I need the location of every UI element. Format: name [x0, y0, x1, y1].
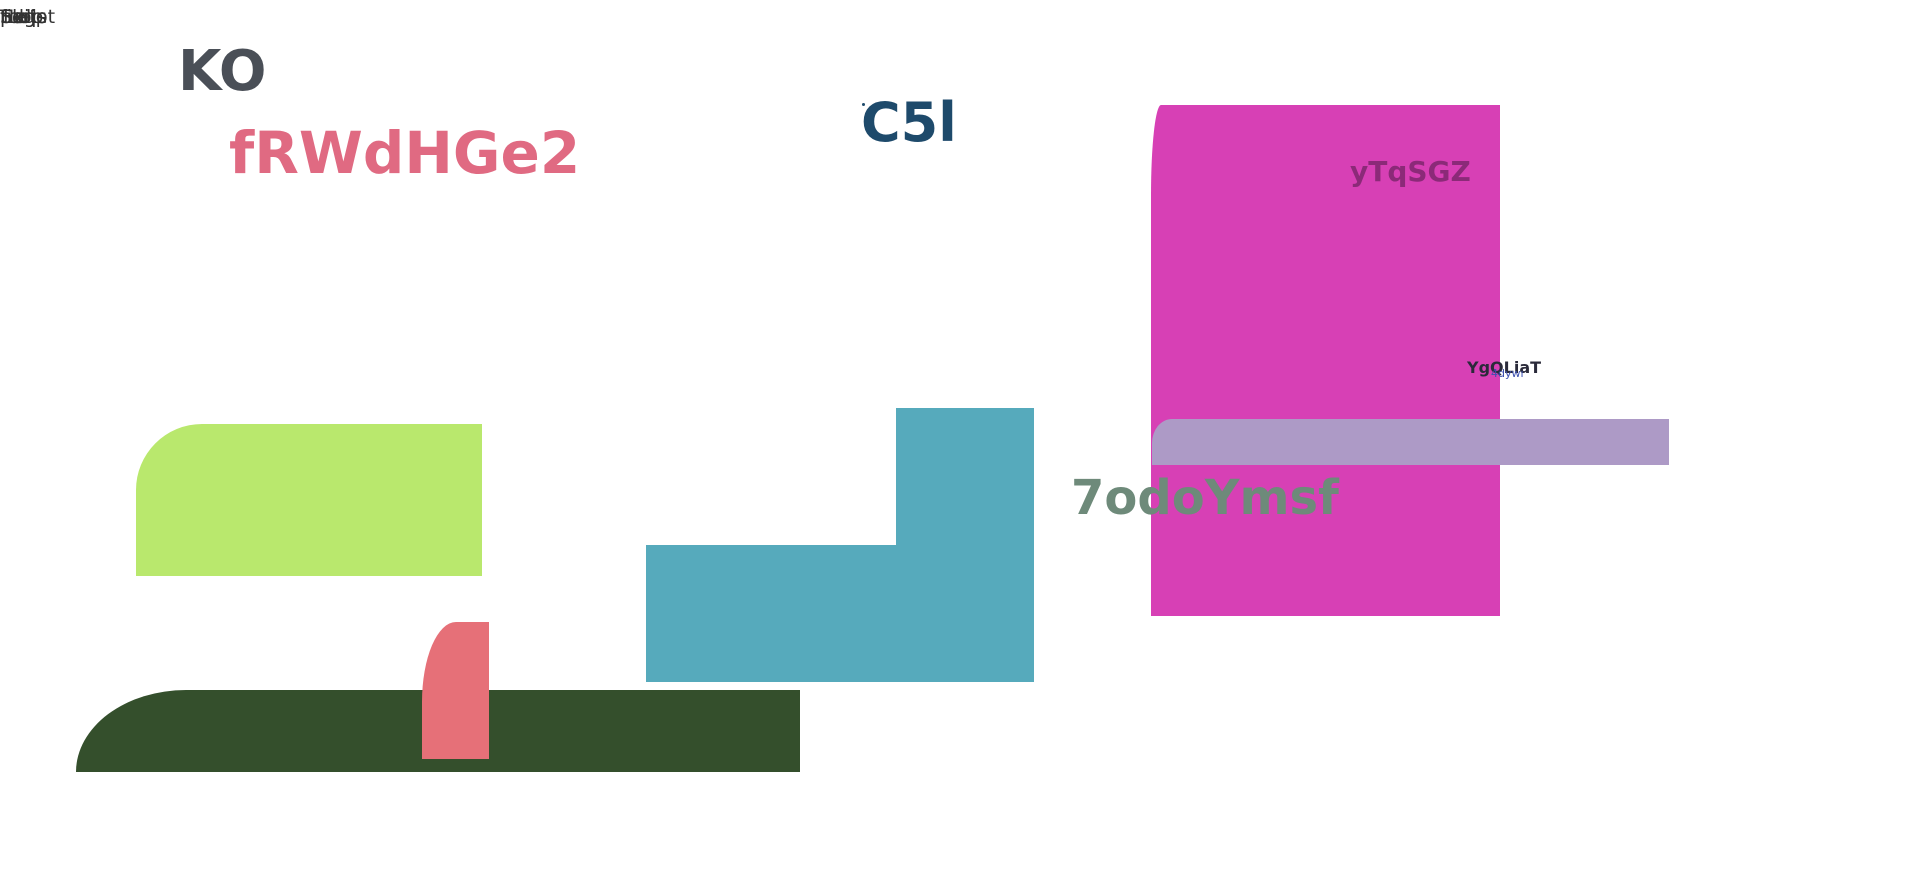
label-script[interactable]: Script — [0, 6, 56, 28]
label-ytqsgz: yTqSGZ — [1350, 155, 1471, 188]
heading-c5l: C5l — [861, 91, 957, 154]
coral-block — [422, 622, 489, 759]
heading-frwdhge2: fRWdHGe2 — [229, 119, 581, 187]
lavender-bar — [1152, 419, 1669, 465]
dot-marker — [862, 103, 865, 106]
label-edit[interactable]: Edit — [0, 6, 37, 28]
label-help[interactable]: Help — [0, 6, 44, 28]
heading-7odoymsf: 7odoYmsf — [1071, 470, 1339, 526]
label-file[interactable]: file — [0, 6, 29, 28]
lime-block — [136, 424, 482, 576]
magenta-block — [1151, 105, 1500, 616]
teal-block-lower — [646, 545, 1034, 682]
label-ygqliat-sub: 4dywı — [1491, 367, 1524, 380]
label-tools[interactable]: Tools — [0, 6, 47, 28]
label-page[interactable]: page — [0, 6, 48, 28]
heading-ko: KO — [178, 39, 267, 104]
teal-block-upper — [896, 408, 1034, 548]
label-ygqliat: YgQLiaT — [1467, 358, 1542, 377]
